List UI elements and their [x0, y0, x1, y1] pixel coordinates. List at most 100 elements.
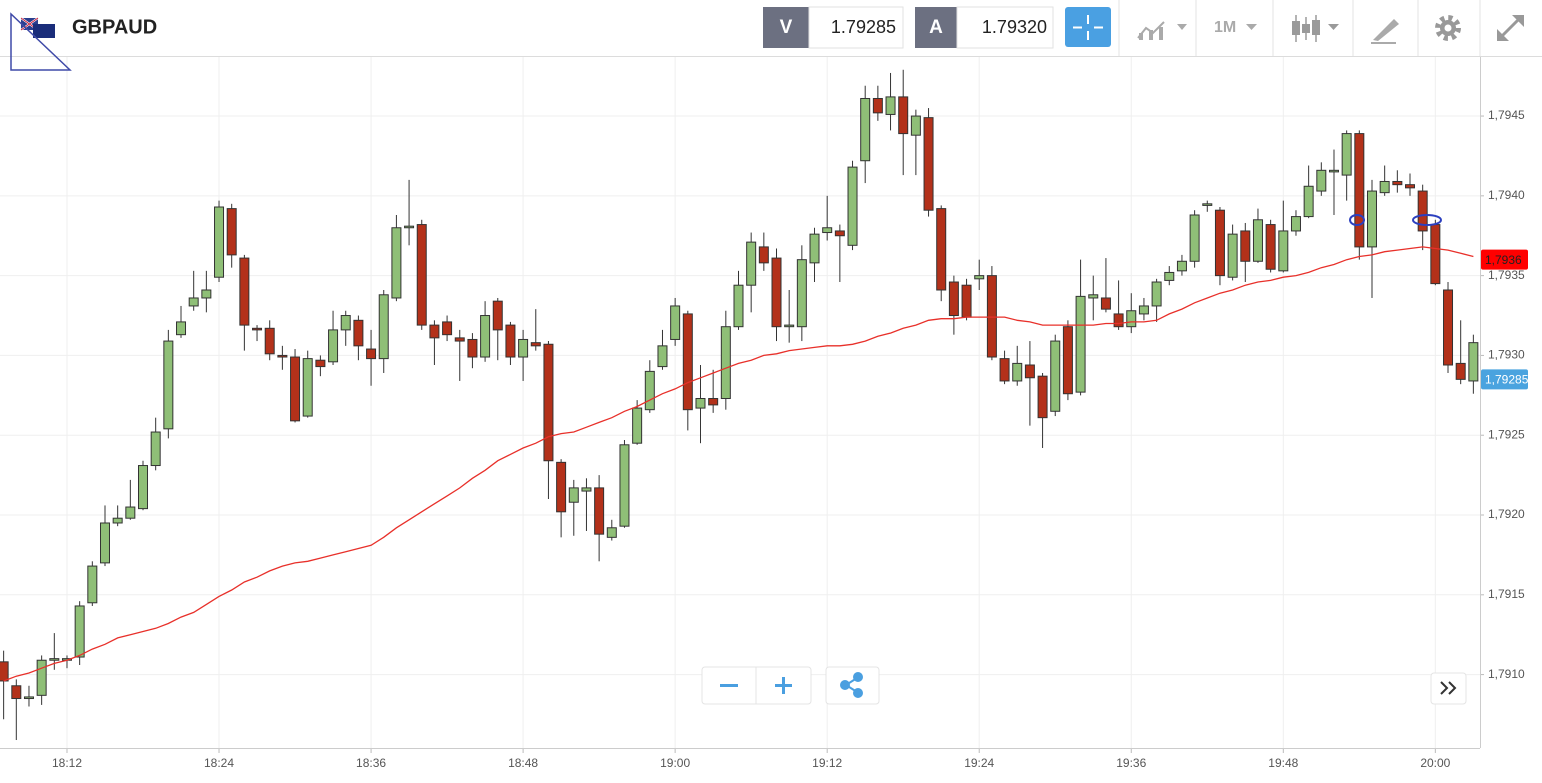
candle-body [340, 315, 351, 331]
candle-body [619, 444, 630, 527]
x-tick-label: 18:48 [508, 756, 538, 770]
candle-body [1392, 180, 1403, 186]
candle-body [353, 319, 364, 347]
candle-body [302, 358, 313, 417]
candle-body [23, 696, 34, 700]
ask-label[interactable]: A [929, 17, 943, 38]
bid-label[interactable]: V [780, 17, 793, 38]
candle-body [1113, 313, 1124, 328]
candle-body [518, 338, 529, 358]
candle-body [150, 431, 161, 467]
candle-body [1290, 216, 1301, 232]
settings-button[interactable] [1435, 15, 1461, 41]
price-marker-label: 1,79285 [1485, 373, 1529, 387]
candle-body [201, 289, 212, 299]
candle-body [657, 345, 668, 368]
x-tick-label: 19:24 [964, 756, 994, 770]
candle-body [176, 321, 187, 336]
candle-body [366, 348, 377, 360]
candle-body [454, 337, 465, 342]
fullscreen-button[interactable] [1497, 15, 1524, 41]
candle-body [214, 206, 225, 278]
candle-body [885, 96, 896, 115]
price-marker-label: 1,7936 [1485, 253, 1522, 267]
candle-body [378, 294, 389, 360]
candle-body [1138, 305, 1149, 315]
candle-body [910, 115, 921, 136]
candle-body [644, 370, 655, 411]
annotation-ellipse [1412, 214, 1442, 226]
corner-triangle [10, 12, 72, 71]
separators [1118, 0, 1481, 56]
candle-body [784, 324, 795, 328]
x-tick-label: 19:36 [1116, 756, 1146, 770]
candle-body [961, 284, 972, 318]
candle-body [74, 605, 85, 658]
crosshair-button[interactable] [1065, 7, 1111, 47]
y-tick-label: 1,7940 [1488, 188, 1525, 202]
x-tick-label: 20:00 [1420, 756, 1450, 770]
candle-body [1265, 224, 1276, 270]
candle-body [1316, 169, 1327, 192]
candle-body [670, 305, 681, 340]
candle-body [188, 297, 199, 307]
candle-body [1455, 362, 1466, 380]
candle-body [1379, 180, 1390, 194]
candle-style-button[interactable] [1292, 15, 1339, 42]
candle-body [49, 658, 60, 661]
candle-body [872, 97, 883, 114]
candle-body [1417, 190, 1428, 232]
candle-body [1227, 233, 1238, 278]
candle-body [1303, 185, 1314, 218]
scroll-right-icon [1440, 681, 1457, 695]
candle-body [860, 97, 871, 162]
timeframe[interactable]: 1M [1214, 19, 1236, 36]
candle-body [682, 313, 693, 411]
candle-body [1354, 133, 1365, 248]
share-button[interactable] [825, 666, 880, 705]
candle-body [1240, 230, 1251, 262]
candle-body [923, 117, 934, 211]
scroll-right-button[interactable] [1430, 672, 1467, 705]
drawing-button[interactable] [1371, 19, 1399, 44]
candle-body [1189, 214, 1200, 262]
candle-body [1341, 133, 1352, 176]
ask-price[interactable]: 1.79320 [982, 17, 1047, 37]
candle-body [505, 324, 516, 358]
candle-body [429, 324, 440, 339]
zoom-in[interactable] [775, 677, 792, 694]
candle-body [1100, 297, 1111, 310]
y-tick-label: 1,7915 [1488, 587, 1525, 601]
ask-box[interactable] [956, 6, 1054, 49]
candle-body [277, 354, 288, 358]
candle-body [999, 358, 1010, 382]
candle-body [708, 398, 719, 406]
candle-body [1164, 271, 1175, 281]
candle-body [746, 241, 757, 286]
candle-body [986, 275, 997, 358]
candle-body [99, 522, 110, 564]
bid-price[interactable]: 1.79285 [831, 17, 896, 37]
candle-body [847, 166, 858, 246]
candle-body [898, 96, 909, 135]
candle-body [1366, 190, 1377, 248]
candle-body [543, 343, 554, 462]
candle-body [834, 230, 845, 237]
x-tick-label: 18:12 [52, 756, 82, 770]
chart-type-button[interactable] [1137, 21, 1187, 40]
symbol: GBPAUD [72, 16, 157, 38]
candle-body [758, 246, 769, 264]
candle-body [1430, 224, 1441, 285]
timeframe-caret [1246, 24, 1257, 30]
moving-average [3, 246, 1474, 682]
candle-body [1075, 295, 1086, 393]
toolbar: GBPAUD V 1.79285 A 1.79320 1M [0, 0, 1542, 71]
candle-body [556, 461, 567, 513]
ask-label-box[interactable] [915, 7, 957, 48]
bid-label-box[interactable] [763, 7, 809, 48]
bid-box[interactable] [808, 6, 904, 49]
candle-body [290, 356, 301, 422]
candle-body [1252, 219, 1263, 262]
